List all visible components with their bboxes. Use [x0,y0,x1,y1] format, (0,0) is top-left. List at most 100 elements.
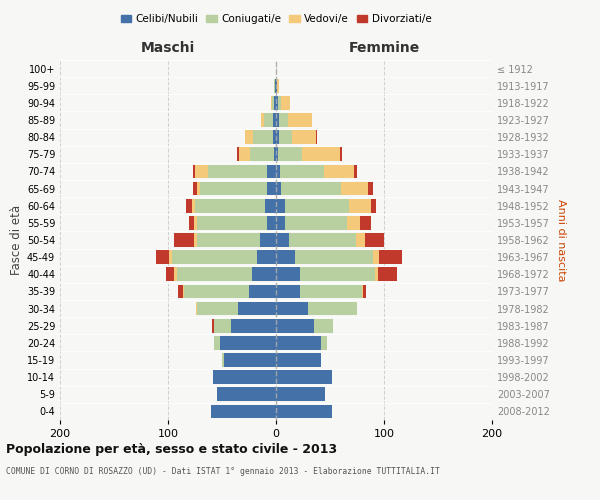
Bar [194,233,197,247]
Text: Maschi: Maschi [141,41,195,55]
Bar [194,216,197,230]
Bar [284,216,347,230]
Bar [356,233,365,247]
Bar [268,164,276,178]
Bar [277,79,279,92]
Bar [276,148,278,161]
Bar [274,79,275,92]
Bar [197,302,238,316]
Bar [376,268,377,281]
Bar [276,284,300,298]
Bar [271,96,272,110]
Bar [308,302,357,316]
Bar [230,319,276,332]
Bar [276,130,279,144]
Bar [169,250,172,264]
Bar [212,319,214,332]
Bar [279,130,292,144]
Bar [187,199,192,212]
Bar [278,148,302,161]
Bar [281,182,341,196]
Bar [280,164,323,178]
Bar [188,216,194,230]
Bar [340,148,342,161]
Y-axis label: Anni di nascita: Anni di nascita [556,198,566,281]
Bar [302,148,340,161]
Bar [192,199,195,212]
Bar [300,268,376,281]
Bar [261,113,264,127]
Bar [288,113,311,127]
Bar [196,302,197,316]
Text: Popolazione per età, sesso e stato civile - 2013: Popolazione per età, sesso e stato civil… [6,442,337,456]
Bar [214,370,276,384]
Bar [195,164,208,178]
Bar [257,250,276,264]
Bar [279,113,288,127]
Bar [373,250,379,264]
Bar [289,233,356,247]
Bar [274,148,276,161]
Bar [272,96,274,110]
Bar [211,404,276,418]
Legend: Celibi/Nubili, Coniugati/e, Vedovi/e, Divorziati/e: Celibi/Nubili, Coniugati/e, Vedovi/e, Di… [116,10,436,29]
Bar [276,250,295,264]
Bar [197,182,200,196]
Bar [276,404,332,418]
Bar [365,233,384,247]
Bar [252,268,276,281]
Bar [349,199,371,212]
Bar [166,268,175,281]
Bar [354,164,357,178]
Bar [276,113,279,127]
Bar [274,96,276,110]
Bar [239,148,250,161]
Bar [314,319,333,332]
Bar [276,353,322,367]
Bar [322,336,327,349]
Bar [281,96,290,110]
Bar [276,216,284,230]
Bar [275,79,276,92]
Bar [183,284,184,298]
Bar [284,199,349,212]
Bar [195,199,265,212]
Bar [264,113,273,127]
Bar [276,388,325,401]
Bar [276,96,278,110]
Bar [276,199,284,212]
Bar [341,182,368,196]
Bar [273,130,276,144]
Bar [249,284,276,298]
Bar [175,268,176,281]
Bar [364,284,365,298]
Bar [156,250,169,264]
Bar [265,199,276,212]
Text: Femmine: Femmine [349,41,419,55]
Bar [184,284,249,298]
Bar [276,79,277,92]
Bar [175,233,194,247]
Bar [176,268,252,281]
Bar [371,199,376,212]
Bar [316,130,317,144]
Bar [200,182,268,196]
Bar [253,130,273,144]
Bar [292,130,316,144]
Bar [276,233,289,247]
Bar [300,284,362,298]
Bar [224,353,276,367]
Bar [347,216,360,230]
Bar [268,182,276,196]
Bar [238,302,276,316]
Text: COMUNE DI CORNO DI ROSAZZO (UD) - Dati ISTAT 1° gennaio 2013 - Elaborazione TUTT: COMUNE DI CORNO DI ROSAZZO (UD) - Dati I… [6,468,440,476]
Bar [360,216,371,230]
Bar [276,370,332,384]
Bar [193,164,195,178]
Bar [276,319,314,332]
Bar [379,250,403,264]
Y-axis label: Fasce di età: Fasce di età [10,205,23,275]
Bar [197,216,268,230]
Bar [217,388,276,401]
Bar [237,148,239,161]
